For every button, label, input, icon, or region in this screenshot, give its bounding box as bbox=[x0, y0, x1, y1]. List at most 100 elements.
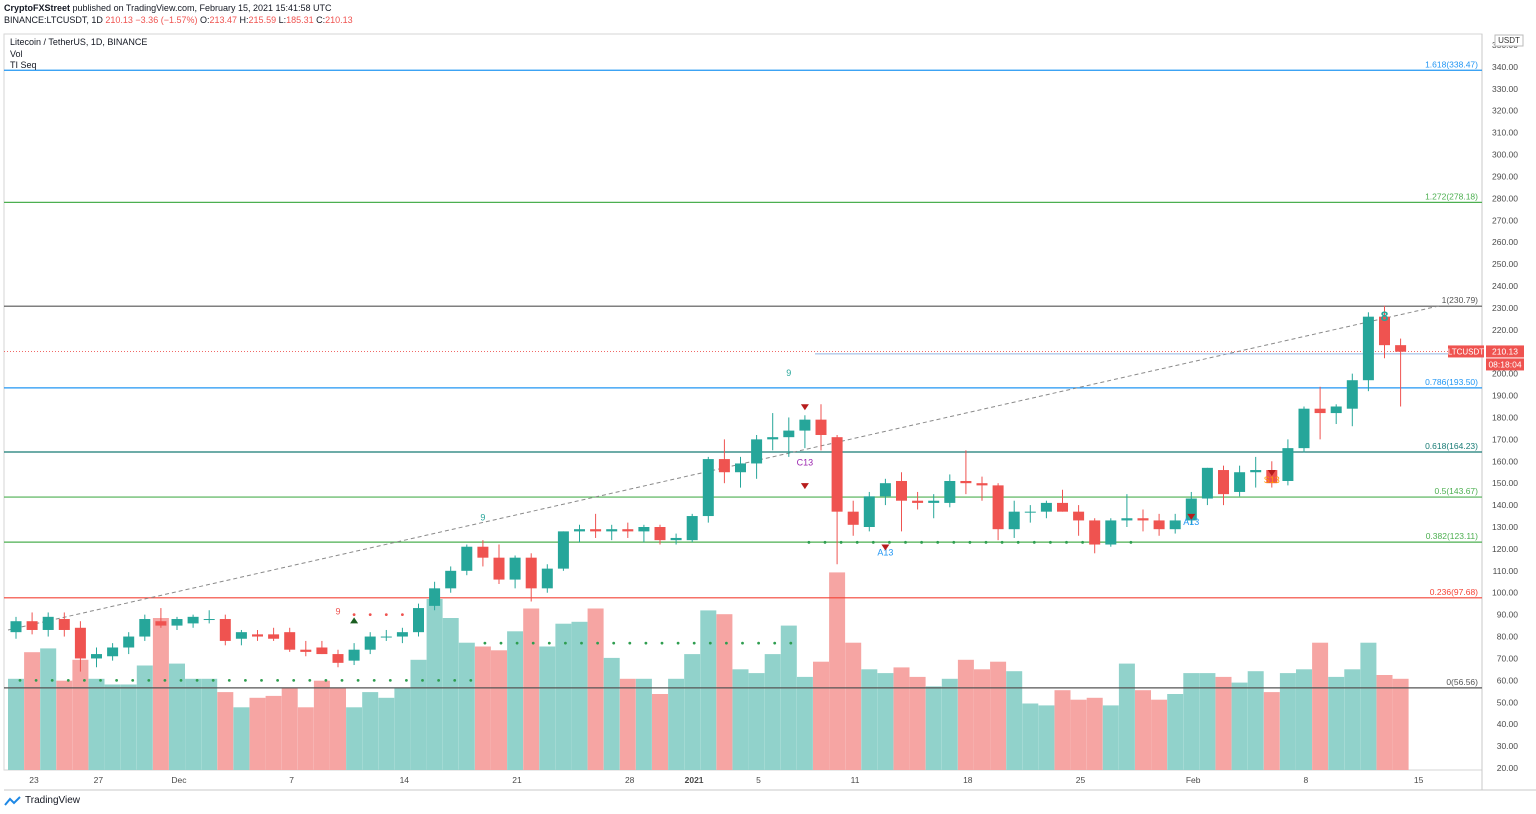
legend-ti-seq[interactable]: TI Seq bbox=[10, 60, 37, 70]
volume-bar bbox=[652, 694, 668, 770]
support-dot bbox=[147, 678, 151, 682]
candle-body bbox=[139, 619, 151, 637]
volume-bar bbox=[394, 688, 411, 770]
time-tick: 25 bbox=[1076, 775, 1086, 785]
price-tick: 260.00 bbox=[1492, 237, 1518, 247]
publish-info: CryptoFXStreet published on TradingView.… bbox=[4, 3, 332, 13]
candle-body bbox=[1266, 470, 1278, 484]
signal-arrow-down bbox=[800, 404, 809, 411]
candle-body bbox=[123, 636, 135, 648]
support-dot bbox=[1000, 540, 1004, 544]
volume-bar bbox=[410, 659, 427, 770]
price-tick: 20.00 bbox=[1497, 763, 1519, 773]
price-tick: 100.00 bbox=[1492, 588, 1518, 598]
last-price: 210.13 bbox=[105, 15, 133, 25]
volume-bar bbox=[974, 669, 990, 770]
support-dot bbox=[499, 641, 503, 645]
volume-bar bbox=[233, 707, 250, 770]
fib-label: 0.618(164.23) bbox=[1425, 441, 1478, 451]
candle-body bbox=[1330, 406, 1342, 414]
volume-bar bbox=[104, 684, 121, 770]
support-dot bbox=[453, 678, 457, 682]
signal-arrow-down bbox=[1267, 470, 1276, 477]
support-dot bbox=[984, 540, 988, 544]
volume-bar bbox=[1312, 642, 1329, 770]
price-tick: 140.00 bbox=[1492, 500, 1518, 510]
time-tick: 28 bbox=[625, 775, 635, 785]
legend-volume[interactable]: Vol bbox=[10, 48, 23, 59]
volume-bar bbox=[1279, 673, 1296, 770]
candle-body bbox=[1040, 502, 1052, 512]
price-tick: 160.00 bbox=[1492, 456, 1518, 466]
volume-bar bbox=[249, 697, 266, 770]
support-dot bbox=[131, 678, 135, 682]
candle-body bbox=[541, 568, 553, 589]
candle-body bbox=[928, 500, 940, 503]
volume-bar bbox=[362, 692, 379, 770]
price-tick: 50.00 bbox=[1497, 697, 1519, 707]
price-tick: 90.00 bbox=[1497, 610, 1519, 620]
candle-body bbox=[413, 608, 424, 633]
candle-body bbox=[91, 654, 102, 659]
support-dot bbox=[531, 641, 535, 645]
volume-bar bbox=[346, 707, 363, 770]
candle-body bbox=[171, 619, 183, 626]
close-label: C: bbox=[316, 15, 326, 25]
volume-bar bbox=[8, 678, 24, 770]
signal-arrow-down bbox=[881, 544, 890, 551]
volume-bar bbox=[313, 680, 330, 770]
support-dot bbox=[469, 678, 473, 682]
support-dot bbox=[1032, 540, 1036, 544]
countdown-badge bbox=[1486, 358, 1524, 371]
volume-bar bbox=[893, 667, 910, 770]
volume-bar bbox=[491, 650, 507, 770]
volume-bar bbox=[700, 610, 717, 770]
candle-body bbox=[670, 537, 682, 541]
price-tick: 270.00 bbox=[1492, 215, 1518, 225]
tradingview-logo[interactable]: TradingView bbox=[4, 795, 80, 806]
support-dot bbox=[757, 641, 760, 645]
time-tick: 23 bbox=[29, 775, 39, 785]
candle-body bbox=[557, 531, 569, 569]
seq-label: S13 bbox=[1264, 475, 1280, 485]
candle-body bbox=[590, 529, 602, 532]
support-dot bbox=[50, 678, 54, 682]
support-dot bbox=[823, 540, 827, 544]
support-dot bbox=[292, 678, 296, 682]
candle-body bbox=[912, 500, 924, 503]
volume-bar bbox=[748, 673, 765, 770]
support-dot bbox=[260, 678, 263, 682]
candle-body bbox=[718, 459, 730, 473]
price-tick: 180.00 bbox=[1492, 412, 1518, 422]
price-tick: 240.00 bbox=[1492, 281, 1518, 291]
volume-bar bbox=[813, 661, 829, 770]
candle-body bbox=[348, 649, 360, 661]
seq-label: 9 bbox=[480, 512, 485, 522]
candle-body bbox=[10, 621, 22, 633]
price-tick: 220.00 bbox=[1492, 325, 1518, 335]
seq-label: A13 bbox=[1183, 517, 1199, 527]
candle-body bbox=[992, 485, 1004, 530]
candle-body bbox=[1218, 470, 1229, 495]
time-tick: Dec bbox=[171, 775, 187, 785]
legend-title[interactable]: Litecoin / TetherUS, 1D, BINANCE bbox=[10, 37, 148, 47]
seq-label: 9 bbox=[335, 607, 340, 617]
author-name[interactable]: CryptoFXStreet bbox=[4, 3, 71, 13]
candle-body bbox=[429, 588, 441, 606]
price-tick: 80.00 bbox=[1497, 632, 1519, 642]
time-tick: Feb bbox=[1186, 775, 1201, 785]
support-dot bbox=[741, 641, 744, 645]
price-tick: 320.00 bbox=[1492, 106, 1518, 116]
price-badge-text: 210.13 bbox=[1492, 346, 1518, 356]
signal-arrow-down bbox=[800, 483, 809, 490]
support-dot bbox=[372, 678, 376, 682]
ohlc-info: BINANCE:LTCUSDT, 1D 210.13 −3.36 (−1.57%… bbox=[4, 15, 353, 25]
volume-bar bbox=[925, 686, 942, 770]
support-dot bbox=[276, 678, 279, 682]
support-dot bbox=[227, 678, 231, 682]
candle-body bbox=[1105, 520, 1117, 545]
price-tick: 330.00 bbox=[1492, 84, 1518, 94]
volume-bar bbox=[297, 707, 314, 770]
high-value: 215.59 bbox=[248, 15, 277, 25]
